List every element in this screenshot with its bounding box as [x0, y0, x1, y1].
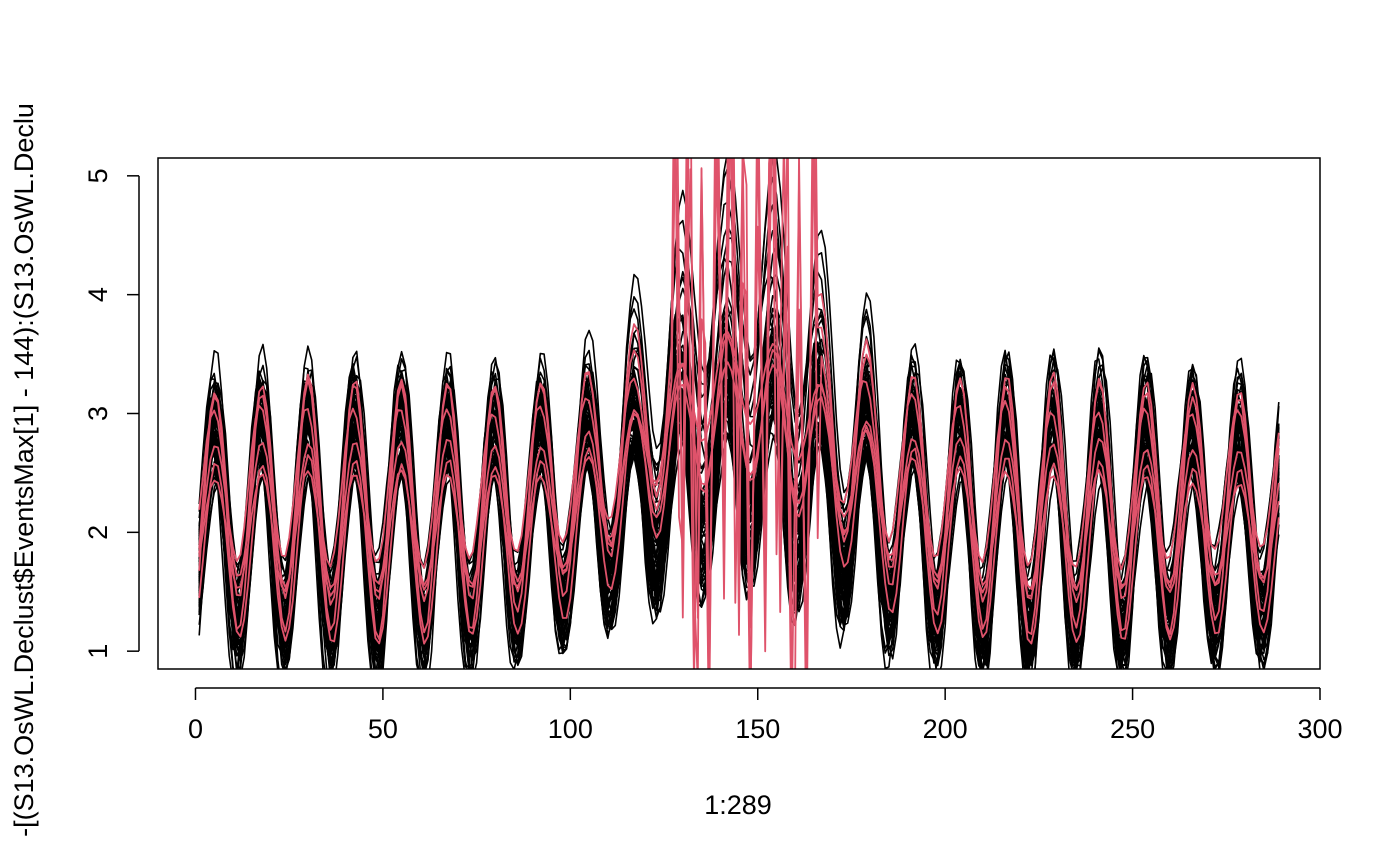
x-tick-label: 0	[188, 714, 203, 744]
x-tick-label: 50	[368, 714, 398, 744]
y-axis-title: -[(S13.OsWL.Declust$EventsMax[1] - 144):…	[9, 103, 39, 837]
x-tick-label: 250	[1110, 714, 1155, 744]
y-tick-label: 4	[83, 287, 113, 302]
red-series-line	[198, 158, 1280, 669]
x-tick-label: 300	[1297, 714, 1342, 744]
y-tick-label: 1	[83, 644, 113, 659]
y-tick-label: 5	[83, 168, 113, 183]
x-tick-label: 200	[923, 714, 968, 744]
series-lines	[198, 158, 1280, 669]
y-tick-label: 3	[83, 406, 113, 421]
y-tick-label: 2	[83, 525, 113, 540]
x-axis-title: 1:289	[704, 790, 772, 820]
red-series-line	[198, 334, 1280, 645]
y-axis: 1 2 3 4 5	[83, 168, 140, 659]
plot-frame	[157, 157, 1321, 670]
red-series-line	[198, 158, 1280, 669]
x-tick-label: 100	[548, 714, 593, 744]
x-axis: 0 50 100 150 200 250 300	[188, 687, 1343, 744]
red-series-line	[198, 361, 1280, 591]
x-tick-label: 150	[735, 714, 780, 744]
